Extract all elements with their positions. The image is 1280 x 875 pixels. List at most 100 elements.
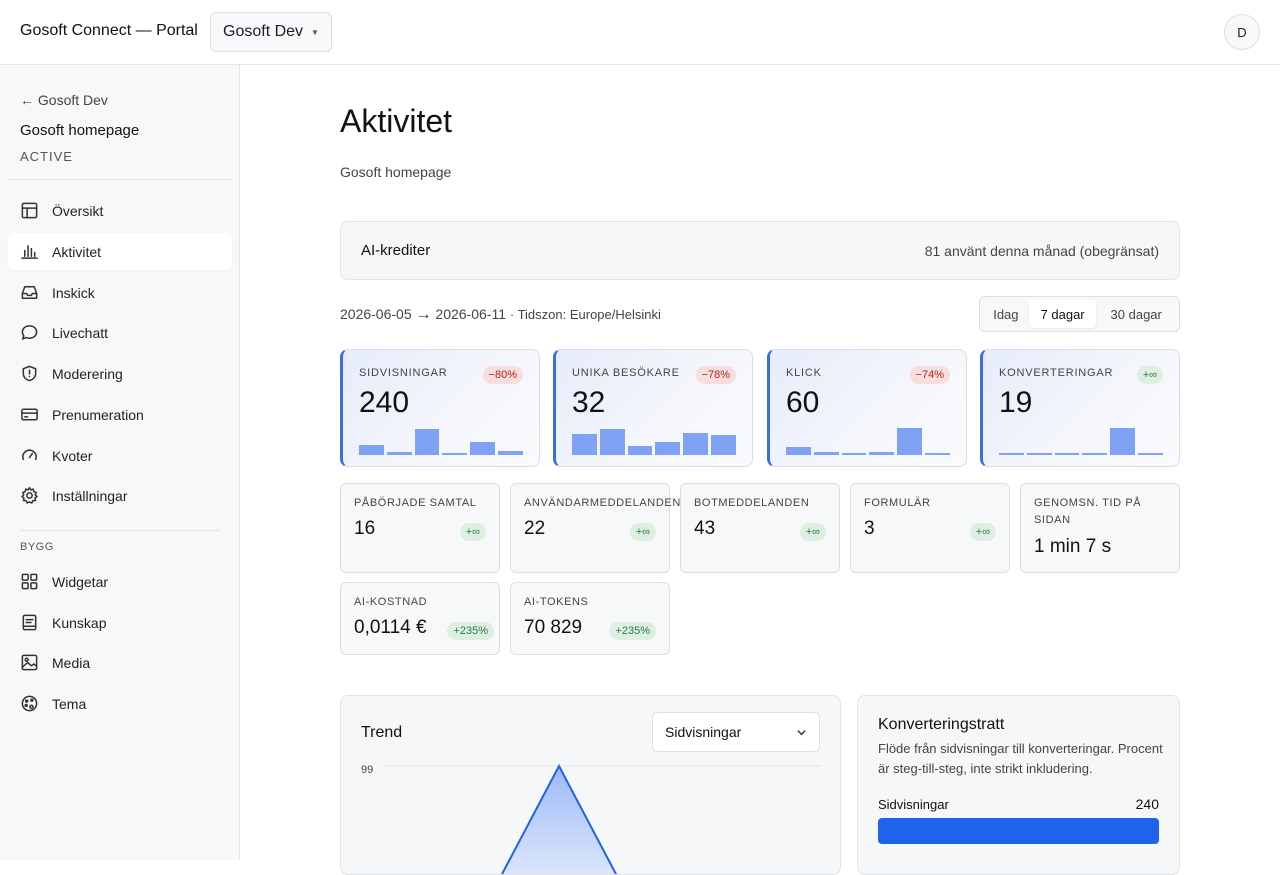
kpi-value: 32 [572, 386, 606, 419]
kpi-sparkline [359, 427, 523, 455]
sparkline-bar [925, 453, 950, 455]
trend-metric-select[interactable]: Sidvisningar [652, 712, 820, 752]
kpi-delta-badge: −80% [482, 366, 523, 384]
sparkline-bar [786, 447, 811, 455]
trend-area [502, 766, 616, 874]
metric-label: GENOMSN. TID PÅ SIDAN [1034, 497, 1142, 526]
sparkline-bar [599, 429, 625, 455]
kpi-value: 60 [786, 386, 820, 419]
site-name: Gosoft homepage [20, 122, 140, 139]
funnel-row-value: 240 [1135, 796, 1159, 812]
sidebar-item-label: Prenumeration [52, 406, 144, 423]
sparkline-bar [1026, 453, 1052, 455]
shield-alert-icon [22, 365, 37, 382]
sidebar-item-installningar[interactable]: Inställningar [8, 477, 232, 514]
sparkline-bar [711, 435, 736, 455]
metric-card-genomsn-tid: GENOMSN. TID PÅ SIDAN 1 min 7 s [1020, 483, 1180, 573]
back-link[interactable]: ← Gosoft Dev [20, 92, 108, 108]
range-start: 2026-06-05 [340, 306, 412, 322]
sparkline-bar [470, 442, 496, 455]
sidebar-item-prenumeration[interactable]: Prenumeration [8, 396, 232, 433]
sparkline-bar [841, 453, 867, 455]
sidebar-item-label: Moderering [52, 365, 123, 382]
sidebar-item-label: Aktivitet [52, 243, 102, 260]
kpi-delta-badge: −74% [909, 366, 950, 384]
sparkline-bar [655, 442, 681, 455]
metric-delta-badge: +∞ [969, 523, 996, 541]
sidebar-item-label: Widgetar [52, 573, 109, 590]
page-title: Aktivitet [340, 103, 453, 139]
sidebar-section-title: BYGG [20, 541, 54, 553]
timezone-label: · Tidszon: Europe/Helsinki [509, 307, 661, 322]
kpi-label: SIDVISNINGAR [359, 367, 448, 379]
period-7-days[interactable]: 7 dagar [1028, 300, 1097, 328]
metric-label: AI-KOSTNAD [354, 596, 428, 608]
kpi-sparkline [786, 427, 950, 455]
sidebar-item-inskick[interactable]: Inskick [8, 274, 232, 311]
sidebar-item-aktivitet[interactable]: Aktivitet [8, 233, 232, 270]
kpi-card-sidvisningar[interactable]: SIDVISNINGAR −80% 240 [340, 349, 540, 467]
sparkline-bar [683, 433, 709, 455]
gauge-icon [22, 449, 37, 461]
sparkline-bar [414, 429, 440, 455]
kpi-value: 240 [359, 386, 410, 419]
period-30-days[interactable]: 30 dagar [1110, 306, 1162, 322]
sidebar-item-oversikt[interactable]: Översikt [8, 192, 232, 229]
sparkline-bar [1110, 428, 1136, 455]
sidebar-item-label: Inställningar [52, 487, 128, 504]
metric-delta-badge: +∞ [799, 523, 826, 541]
avatar[interactable]: D [1224, 14, 1260, 50]
sidebar-item-widgetar[interactable]: Widgetar [8, 563, 232, 600]
metric-value: 16 [354, 518, 376, 539]
trend-chart [385, 763, 821, 874]
kpi-card-klick[interactable]: KLICK −74% 60 [767, 349, 967, 467]
sidebar-item-tema[interactable]: Tema [8, 685, 232, 722]
sidebar: ← Gosoft Dev Gosoft homepage ACTIVE Över… [0, 65, 240, 860]
page-subtitle: Gosoft homepage [340, 164, 452, 180]
metric-card-ai-tokens: AI-TOKENS 70 829 +235% [510, 582, 670, 655]
period-today[interactable]: Idag [993, 306, 1019, 322]
metric-card-anvandarmeddelanden: ANVÄNDARMEDDELANDEN 22 +∞ [510, 483, 681, 573]
chevron-down-icon [797, 730, 806, 736]
metric-value: 43 [694, 518, 716, 539]
ai-credits-value: 81 använt denna månad (obegränsat) [924, 243, 1159, 259]
kpi-sparkline [572, 427, 736, 455]
metric-value: 3 [864, 518, 875, 539]
trend-line [500, 763, 618, 874]
inbox-icon [21, 286, 38, 299]
palette-icon [21, 695, 38, 712]
kpi-card-konverteringar[interactable]: KONVERTERINGAR +∞ 19 [980, 349, 1180, 467]
sidebar-item-kvoter[interactable]: Kvoter [8, 437, 232, 474]
grid-icon [21, 573, 38, 590]
site-status: ACTIVE [20, 149, 73, 164]
sidebar-item-label: Inskick [52, 284, 95, 301]
sparkline-bar [386, 452, 412, 455]
sparkline-bar [627, 446, 653, 455]
sparkline-bar [897, 428, 923, 455]
sidebar-item-label: Livechatt [52, 324, 109, 341]
caret-down-icon: ▼ [311, 27, 319, 37]
sparkline-bar [1082, 453, 1108, 455]
sidebar-item-moderering[interactable]: Moderering [8, 355, 232, 392]
funnel-description: Flöde från sidvisningar till konverterin… [878, 741, 1163, 776]
kpi-card-unika-besokare[interactable]: UNIKA BESÖKARE −78% 32 [553, 349, 753, 467]
sidebar-item-kunskap[interactable]: Kunskap [8, 604, 232, 641]
range-end: 2026-06-11 [435, 306, 506, 322]
metric-card-botmeddelanden: BOTMEDDELANDEN 43 +∞ [680, 483, 840, 573]
book-icon [22, 614, 37, 631]
arrow-right-icon: → [415, 306, 432, 323]
org-switcher[interactable]: Gosoft Dev ▼ [210, 12, 332, 52]
kpi-label: KLICK [786, 367, 822, 379]
sparkline-bar [442, 453, 468, 455]
ai-credits-label: AI-krediter [361, 242, 431, 259]
sparkline-bar [813, 452, 839, 455]
metric-card-ai-kostnad: AI-KOSTNAD 0,0114 € +235% [340, 582, 500, 655]
metric-label: PÅBÖRJADE SAMTAL [354, 497, 477, 509]
kpi-label: UNIKA BESÖKARE [572, 367, 680, 379]
kpi-sparkline [999, 427, 1163, 455]
metric-delta-badge: +235% [447, 622, 494, 640]
chat-bubble-icon [21, 325, 38, 340]
sidebar-item-media[interactable]: Media [8, 644, 232, 681]
sidebar-item-livechatt[interactable]: Livechatt [8, 314, 232, 351]
metric-label: ANVÄNDARMEDDELANDEN [524, 497, 681, 509]
